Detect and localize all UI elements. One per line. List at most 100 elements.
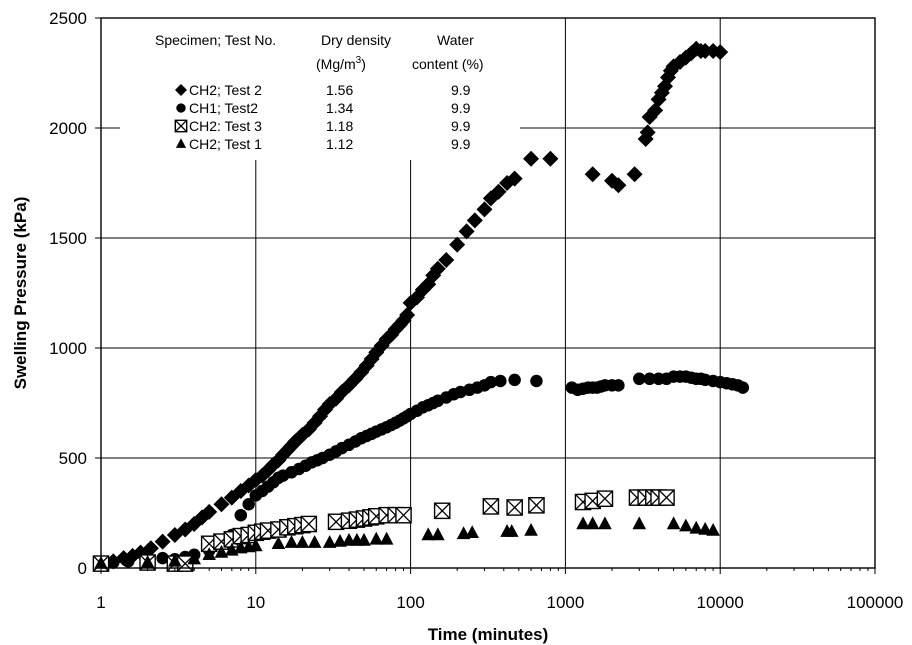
boxed-x-stroke xyxy=(506,499,523,516)
data-point-diamond xyxy=(506,170,523,187)
legend-dry-density: 1.56 xyxy=(326,82,353,98)
data-point-triangle xyxy=(524,523,538,536)
data-point-triangle xyxy=(379,531,394,545)
data-point-triangle xyxy=(168,553,182,567)
data-point-diamond xyxy=(438,252,455,268)
data-point-circle xyxy=(156,551,169,565)
data-point-diamond xyxy=(154,533,171,550)
legend-dry-density: 1.18 xyxy=(326,118,353,134)
legend-header-dry-density: Dry density xyxy=(321,32,391,48)
data-point-circle xyxy=(736,381,750,394)
legend-water-content: 9.9 xyxy=(451,136,471,152)
data-point-diamond xyxy=(712,44,729,61)
data-point-diamond xyxy=(584,166,601,183)
x-tick-label: 10000 xyxy=(697,593,744,612)
data-point-diamond xyxy=(490,183,507,200)
data-point-diamond xyxy=(466,212,483,229)
series-circle xyxy=(94,370,750,570)
data-point-triangle xyxy=(632,516,647,530)
data-point-diamond xyxy=(449,236,466,253)
data-point-circle xyxy=(484,375,498,389)
plot-frame xyxy=(100,17,876,569)
data-point-triangle xyxy=(598,516,612,530)
boxed-x-stroke xyxy=(300,515,317,533)
data-point-circle xyxy=(508,373,521,387)
data-point-boxed-x xyxy=(433,502,451,520)
data-point-triangle xyxy=(271,536,286,549)
data-point-triangle xyxy=(698,521,712,535)
y-tick-label: 500 xyxy=(59,449,87,468)
data-point-diamond xyxy=(626,166,643,183)
legend-header-density-unit: (Mg/m3) xyxy=(316,55,366,72)
data-point-boxed-x xyxy=(528,497,545,514)
data-point-circle xyxy=(612,379,625,392)
data-point-boxed-x xyxy=(482,498,500,515)
data-point-boxed-x xyxy=(596,490,614,508)
data-point-circle xyxy=(234,508,248,522)
data-point-boxed-x xyxy=(658,489,675,506)
y-tick-label: 2500 xyxy=(49,9,87,28)
y-axis-title: Swelling Pressure (kPa) xyxy=(11,197,30,390)
data-point-triangle xyxy=(706,523,720,536)
data-point-triangle xyxy=(202,547,217,560)
x-tick-label: 100000 xyxy=(847,593,904,612)
data-point-triangle xyxy=(504,524,519,537)
data-point-triangle xyxy=(295,535,310,548)
legend-label: CH2; Test 1 xyxy=(189,136,262,152)
data-point-triangle xyxy=(307,535,322,548)
legend-marker-boxed-x xyxy=(174,119,188,133)
data-point-circle xyxy=(633,372,646,386)
data-point-triangle xyxy=(431,527,445,541)
data-point-triangle xyxy=(689,520,704,534)
y-tick-label: 1000 xyxy=(49,339,87,358)
data-point-circle xyxy=(107,556,120,569)
boxed-x-stroke xyxy=(434,502,451,519)
data-point-circle xyxy=(530,374,543,388)
data-point-triangle xyxy=(465,525,480,538)
data-point-diamond xyxy=(201,503,218,520)
legend-header-specimen: Specimen; Test No. xyxy=(155,32,276,48)
data-point-triangle xyxy=(214,545,229,558)
data-point-circle xyxy=(494,374,507,388)
legend-marker-diamond xyxy=(175,84,187,96)
x-tick-label: 1000 xyxy=(546,593,584,612)
boxed-x-stroke xyxy=(596,490,613,507)
data-point-diamond xyxy=(458,223,475,240)
data-point-triangle xyxy=(666,516,681,530)
data-point-diamond xyxy=(610,177,627,194)
legend-background xyxy=(120,19,520,160)
gridlines xyxy=(101,18,875,568)
y-tick-label: 2000 xyxy=(49,119,87,138)
legend-header-water-content: content (%) xyxy=(412,56,484,72)
legend-water-content: 9.9 xyxy=(451,100,471,116)
boxed-x-stroke xyxy=(174,119,188,133)
data-point-diamond xyxy=(476,201,493,218)
series-boxed-x xyxy=(92,489,675,572)
data-point-triangle xyxy=(421,527,436,541)
data-point-circle xyxy=(643,372,656,386)
x-tick-label: 100 xyxy=(396,593,424,612)
data-point-triangle xyxy=(679,518,693,532)
data-point-boxed-x xyxy=(506,499,523,516)
boxed-x-stroke xyxy=(482,498,499,515)
data-point-diamond xyxy=(542,150,559,167)
x-tick-label: 10 xyxy=(246,593,265,612)
data-point-triangle xyxy=(322,535,337,548)
data-point-diamond xyxy=(142,540,159,557)
data-point-triangle xyxy=(140,554,155,568)
x-tick-label: 1 xyxy=(96,593,105,612)
data-point-circle xyxy=(122,555,135,568)
legend-label: CH2; Test 2 xyxy=(189,82,262,98)
legend-marker-triangle xyxy=(175,138,187,148)
data-markers xyxy=(92,40,750,572)
y-tick-label: 1500 xyxy=(49,229,87,248)
legend-water-content: 9.9 xyxy=(451,82,471,98)
data-point-diamond xyxy=(399,307,416,323)
legend-label: CH2: Test 3 xyxy=(189,118,262,134)
boxed-x-stroke xyxy=(528,497,545,514)
data-point-triangle xyxy=(284,535,299,548)
legend-label: CH1; Test2 xyxy=(189,100,258,116)
x-axis-title: Time (minutes) xyxy=(428,625,549,644)
data-point-diamond xyxy=(523,150,540,167)
